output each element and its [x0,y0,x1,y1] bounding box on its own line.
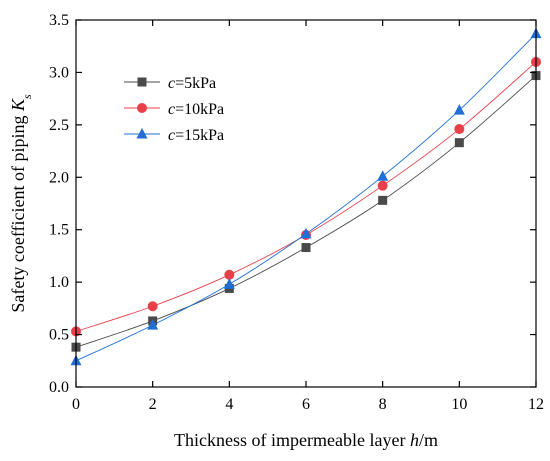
data-point-series-3 [223,278,235,289]
x-tick-label: 8 [379,396,387,413]
data-point-series-1 [454,138,464,148]
y-tick-label: 3.5 [49,12,69,29]
y-tick-label: 1.5 [49,222,69,239]
data-point-series-1 [301,243,311,253]
data-point-series-1 [378,195,388,205]
data-point-series-3 [377,170,389,181]
y-tick-label: 0.0 [49,379,69,396]
x-tick-label: 6 [302,396,310,413]
x-tick-label: 12 [528,396,544,413]
data-point-series-2 [454,124,465,135]
y-tick-label: 3.0 [49,64,69,81]
data-point-series-3 [300,227,312,239]
legend-label-2: c=10kPa [168,101,224,118]
x-tick-label: 0 [72,396,80,413]
axes: 0 2 4 6 8 10 12 0.0 0.5 1.0 1.5 2.0 2.5 3.0 3.5 [49,12,544,413]
data-point-series-3 [453,104,465,115]
y-tick-label: 1.0 [49,274,69,291]
data-point-series-2 [377,180,388,191]
y-tick-label: 2.0 [49,169,69,186]
legend-marker-3 [136,128,148,139]
series-line-1 [75,75,537,348]
y-tick-label: 2.5 [49,117,69,134]
plot-area [70,27,542,366]
data-point-series-2 [147,301,158,312]
data-point-series-2 [224,269,235,280]
legend-marker-1 [137,77,147,87]
y-axis-title: Safety coefficient of piping Ks [8,94,34,313]
legend-label-1: c=5kPa [168,75,216,92]
x-tick-label: 2 [149,396,157,413]
legend-marker-2 [137,103,147,113]
x-axis-title: Thickness of impermeable layer h/m [174,430,438,450]
x-tick-label: 4 [225,396,233,413]
data-point-series-3 [147,319,159,330]
plot-frame [75,19,537,388]
legend: c=5kPa c=10kPa c=15kPa [124,75,224,144]
legend-label-3: c=15kPa [168,127,224,144]
x-tick-label: 10 [451,396,467,413]
y-tick-label: 0.5 [49,327,69,344]
